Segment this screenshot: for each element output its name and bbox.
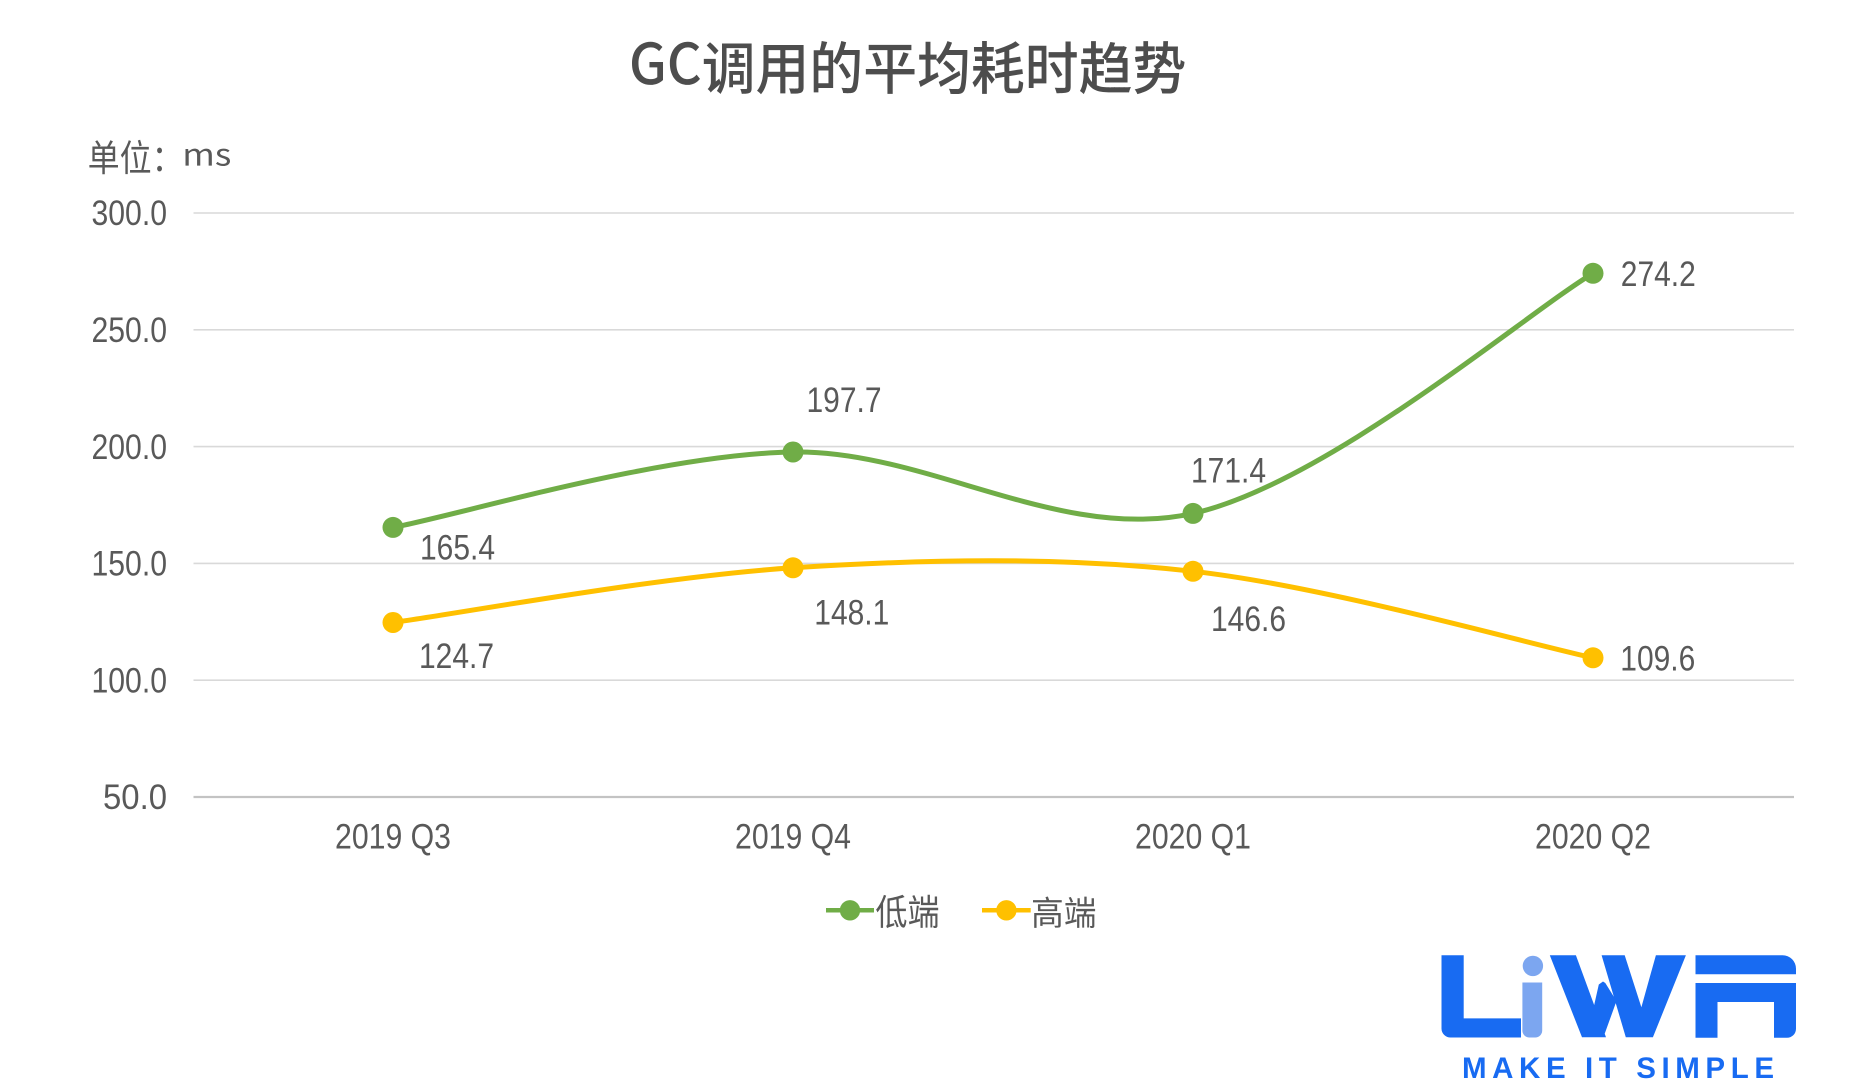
svg-text:100.0: 100.0: [92, 661, 168, 700]
svg-text:300.0: 300.0: [92, 194, 168, 233]
svg-text:150.0: 150.0: [92, 545, 168, 584]
svg-text:2020 Q1: 2020 Q1: [1135, 818, 1251, 857]
svg-text:2019 Q3: 2019 Q3: [335, 818, 451, 857]
svg-text:2019 Q4: 2019 Q4: [735, 818, 851, 857]
svg-text:109.6: 109.6: [1620, 640, 1695, 679]
svg-text:165.4: 165.4: [420, 529, 495, 568]
svg-text:171.4: 171.4: [1191, 452, 1266, 491]
svg-text:197.7: 197.7: [807, 381, 882, 420]
svg-text:2020 Q2: 2020 Q2: [1535, 818, 1651, 857]
svg-text:50.0: 50.0: [103, 778, 167, 817]
svg-text:146.6: 146.6: [1211, 600, 1286, 639]
svg-text:274.2: 274.2: [1621, 255, 1696, 294]
svg-text:124.7: 124.7: [419, 637, 494, 676]
svg-text:200.0: 200.0: [92, 428, 168, 467]
svg-text:148.1: 148.1: [814, 594, 889, 633]
svg-text:250.0: 250.0: [92, 311, 168, 350]
